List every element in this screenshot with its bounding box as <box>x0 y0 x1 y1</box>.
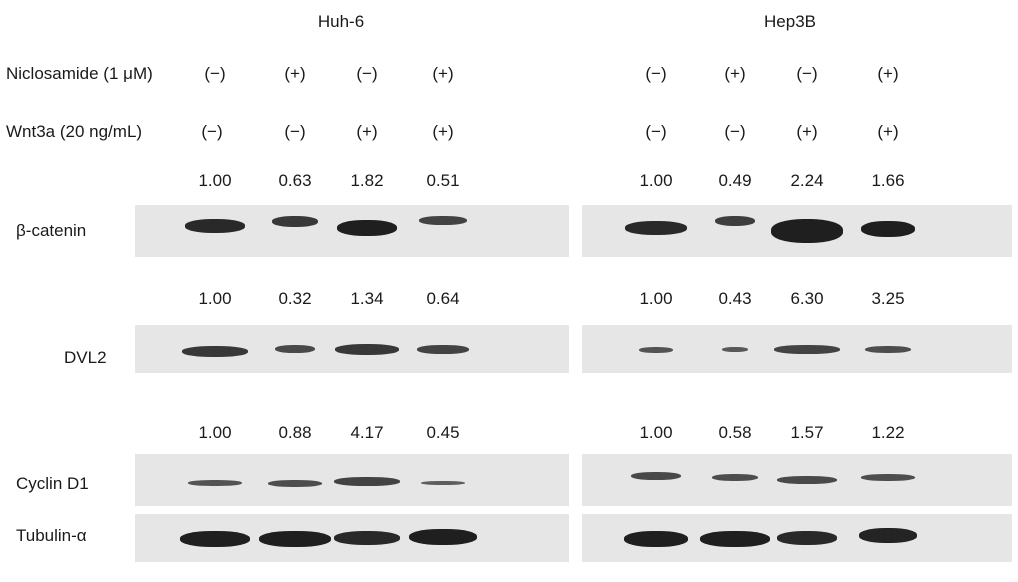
quant-value: 0.63 <box>278 171 312 190</box>
protein-band <box>771 219 843 243</box>
treatment-value: (+) <box>432 64 454 83</box>
protein-band <box>777 476 837 484</box>
blot-panel <box>582 325 1012 373</box>
treatment-value: (−) <box>284 122 306 141</box>
quant-value: 1.82 <box>350 171 384 190</box>
treatment-value: (−) <box>796 64 818 83</box>
protein-label: DVL2 <box>64 348 107 367</box>
quant-value: 1.00 <box>639 423 673 442</box>
cell-line-header-hep3b: Hep3B <box>764 12 816 31</box>
quant-value: 2.24 <box>790 171 824 190</box>
protein-band <box>777 531 837 545</box>
blot-panel <box>582 514 1012 562</box>
protein-band <box>624 530 688 547</box>
treatment-value: (−) <box>356 64 378 83</box>
protein-band <box>712 474 758 482</box>
treatment-value: (+) <box>284 64 306 83</box>
protein-band <box>185 218 245 233</box>
treatment-value: (+) <box>877 64 899 83</box>
blot-panel <box>135 205 569 257</box>
protein-band <box>715 215 755 226</box>
treatment-value: (−) <box>645 122 667 141</box>
blot-panel <box>135 325 569 373</box>
protein-band <box>859 527 917 543</box>
blot-panel <box>135 514 569 562</box>
quant-value: 1.22 <box>871 423 905 442</box>
protein-label: Cyclin D1 <box>16 474 89 493</box>
treatment-value: (−) <box>645 64 667 83</box>
quant-value: 1.00 <box>639 289 673 308</box>
protein-band <box>182 345 248 357</box>
quant-value: 4.17 <box>350 423 384 442</box>
quant-value: 1.00 <box>639 171 673 190</box>
protein-band <box>335 344 399 356</box>
quant-value: 1.57 <box>790 423 824 442</box>
protein-band <box>722 347 748 353</box>
quant-value: 1.66 <box>871 171 905 190</box>
protein-band <box>700 530 770 547</box>
quant-value: 0.64 <box>426 289 460 308</box>
protein-band <box>334 531 400 545</box>
treatment-value: (+) <box>356 122 378 141</box>
protein-label: Tubulin-α <box>16 526 87 545</box>
protein-band <box>861 474 915 482</box>
protein-band <box>268 479 322 487</box>
treatment-value: (+) <box>877 122 899 141</box>
treatment-value: (+) <box>724 64 746 83</box>
protein-band <box>631 471 681 480</box>
treatment-label-niclosamide: Niclosamide (1 μM) <box>6 64 153 83</box>
blot-panel <box>582 205 1012 257</box>
quant-value: 6.30 <box>790 289 824 308</box>
protein-band <box>625 220 687 235</box>
protein-band <box>419 216 467 226</box>
protein-band <box>259 530 331 547</box>
treatment-label-wnt3a: Wnt3a (20 ng/mL) <box>6 122 143 141</box>
quant-value: 0.51 <box>426 171 460 190</box>
treatment-value: (−) <box>201 122 223 141</box>
treatment-value: (+) <box>796 122 818 141</box>
protein-band <box>337 219 397 236</box>
treatment-value: (+) <box>432 122 454 141</box>
quant-value: 1.34 <box>350 289 384 308</box>
protein-band <box>188 480 242 487</box>
protein-label: β-catenin <box>16 221 87 240</box>
quant-value: 0.58 <box>718 423 752 442</box>
quant-value: 1.00 <box>198 289 232 308</box>
quant-value: 0.49 <box>718 171 752 190</box>
quant-value: 0.88 <box>278 423 312 442</box>
quant-value: 3.25 <box>871 289 905 308</box>
quant-value: 1.00 <box>198 423 232 442</box>
protein-band <box>865 345 911 353</box>
protein-band <box>417 344 469 354</box>
treatment-value: (−) <box>204 64 226 83</box>
treatment-value: (−) <box>724 122 746 141</box>
protein-band <box>334 476 400 486</box>
blot-panel <box>582 454 1012 506</box>
protein-band <box>421 481 465 486</box>
protein-band <box>272 216 318 228</box>
protein-band <box>861 220 915 237</box>
protein-band <box>774 345 840 355</box>
quant-value: 0.32 <box>278 289 312 308</box>
protein-band <box>275 345 315 353</box>
blot-panel <box>135 454 569 506</box>
quant-value: 0.45 <box>426 423 460 442</box>
cell-line-header-huh6: Huh-6 <box>317 12 365 31</box>
protein-band <box>409 529 477 546</box>
protein-band <box>180 530 250 547</box>
quant-value: 1.00 <box>198 171 232 190</box>
protein-band <box>639 346 673 353</box>
quant-value: 0.43 <box>718 289 752 308</box>
